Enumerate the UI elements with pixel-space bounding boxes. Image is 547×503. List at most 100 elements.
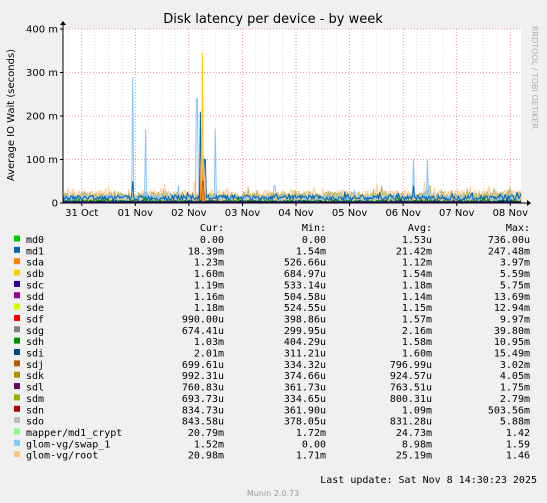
legend-value: 760.83u	[182, 383, 224, 394]
legend-value: 20.98m	[188, 451, 224, 462]
legend-value: 1.58m	[402, 337, 432, 348]
y-tick-label: 200 m	[26, 112, 58, 123]
legend-header: Avg:	[408, 223, 432, 234]
legend-label: md0	[26, 235, 44, 246]
y-axis-label: Average IO Wait (seconds)	[6, 49, 17, 181]
legend-label: sdi	[26, 349, 44, 360]
legend-header: Min:	[302, 223, 326, 234]
legend-value: 5.88m	[500, 417, 530, 428]
legend-label: sdl	[26, 383, 44, 394]
legend-label: sdh	[26, 337, 44, 348]
legend-value: 1.60m	[402, 349, 432, 360]
legend-value: 39.80m	[494, 326, 530, 337]
legend-label: sdf	[26, 314, 44, 325]
legend-header: Cur:	[200, 223, 224, 234]
legend-value: 398.86u	[284, 314, 326, 325]
x-axis-arrow	[527, 200, 531, 206]
legend-value: 990.00u	[182, 314, 224, 325]
legend-value: 334.65u	[284, 394, 326, 405]
munin-version: Munin 2.0.73	[247, 489, 299, 498]
legend-value: 503.56m	[488, 405, 530, 416]
x-tick-label: 31 Oct	[65, 208, 98, 219]
legend-swatch	[14, 303, 20, 310]
legend-swatch	[14, 349, 20, 355]
legend-value: 800.31u	[390, 394, 432, 405]
legend-value: 524.55u	[284, 303, 326, 314]
legend-value: 1.60m	[194, 269, 224, 280]
legend-label: sdg	[26, 326, 44, 337]
legend-label: sdm	[26, 394, 44, 405]
legend-swatch	[14, 269, 20, 276]
legend-value: 21.42m	[396, 246, 432, 257]
legend-value: 1.23m	[194, 258, 224, 269]
legend-value: 378.05u	[284, 417, 326, 428]
legend-label: sda	[26, 258, 44, 269]
legend-value: 404.29u	[284, 337, 326, 348]
legend-label: glom-vg/swap_1	[26, 439, 110, 450]
last-update: Last update: Sat Nov 8 14:30:23 2025	[320, 475, 537, 486]
legend-header: Max:	[506, 223, 530, 234]
legend-value: 1.54m	[296, 246, 326, 257]
legend-value: 763.51u	[390, 383, 432, 394]
legend: Cur: Min: Avg: Max: md0 0.00 0.00 1.53u 736.00u m…	[14, 223, 530, 462]
legend-swatch	[14, 383, 20, 390]
legend-value: 247.48m	[488, 246, 530, 257]
legend-label: sdk	[26, 371, 44, 382]
legend-value: 924.57u	[390, 371, 432, 382]
legend-value: 693.73u	[182, 394, 224, 405]
legend-label: sdc	[26, 280, 44, 291]
legend-value: 12.94m	[494, 303, 530, 314]
legend-value: 1.71m	[296, 451, 326, 462]
legend-value: 5.75m	[500, 280, 530, 291]
legend-value: 9.97m	[500, 314, 530, 325]
y-axis-arrow	[60, 21, 66, 25]
legend-value: 674.41u	[182, 326, 224, 337]
legend-value: 299.95u	[284, 326, 326, 337]
legend-label: md1	[26, 246, 44, 257]
legend-value: 834.73u	[182, 405, 224, 416]
legend-swatch	[14, 326, 20, 333]
legend-value: 0.00	[302, 439, 326, 450]
rrdtool-credit: RRDTOOL / TOBI OETIKER	[530, 26, 539, 129]
legend-label: sde	[26, 303, 44, 314]
x-tick-label: 03 Nov	[225, 208, 261, 219]
legend-value: 1.53u	[402, 235, 432, 246]
legend-value: 1.57m	[402, 314, 432, 325]
x-tick-label: 04 Nov	[278, 208, 314, 219]
legend-swatch	[14, 280, 20, 287]
x-tick-label: 02 Nov	[171, 208, 207, 219]
legend-swatch	[14, 417, 20, 424]
legend-value: 1.52m	[194, 439, 224, 450]
y-tick-label: 100 m	[26, 155, 58, 166]
legend-value: 2.16m	[402, 326, 432, 337]
legend-swatch	[14, 439, 20, 446]
legend-swatch	[14, 428, 20, 435]
legend-value: 0.00	[302, 235, 326, 246]
legend-value: 1.03m	[194, 337, 224, 348]
y-tick-label: 0	[52, 199, 58, 210]
legend-value: 1.42	[506, 428, 530, 439]
legend-value: 5.59m	[500, 269, 530, 280]
legend-value: 533.14u	[284, 280, 326, 291]
legend-value: 13.69m	[494, 292, 530, 303]
legend-swatch	[14, 314, 20, 321]
legend-value: 0.00	[200, 235, 224, 246]
legend-value: 1.16m	[194, 292, 224, 303]
series-sdc	[62, 200, 522, 204]
legend-value: 334.32u	[284, 360, 326, 371]
legend-value: 20.79m	[188, 428, 224, 439]
legend-swatch	[14, 371, 20, 378]
x-tick-label: 08 Nov	[493, 208, 529, 219]
legend-value: 10.95m	[494, 337, 530, 348]
legend-value: 684.97u	[284, 269, 326, 280]
legend-value: 992.31u	[182, 371, 224, 382]
x-tick-label: 05 Nov	[332, 208, 368, 219]
legend-label: sdj	[26, 360, 44, 371]
legend-label: mapper/md1_crypt	[26, 428, 122, 439]
legend-value: 1.18m	[194, 303, 224, 314]
legend-swatch	[14, 292, 20, 299]
legend-value: 736.00u	[488, 235, 530, 246]
legend-swatch	[14, 360, 20, 367]
legend-label: sdb	[26, 269, 44, 280]
legend-value: 831.28u	[390, 417, 432, 428]
